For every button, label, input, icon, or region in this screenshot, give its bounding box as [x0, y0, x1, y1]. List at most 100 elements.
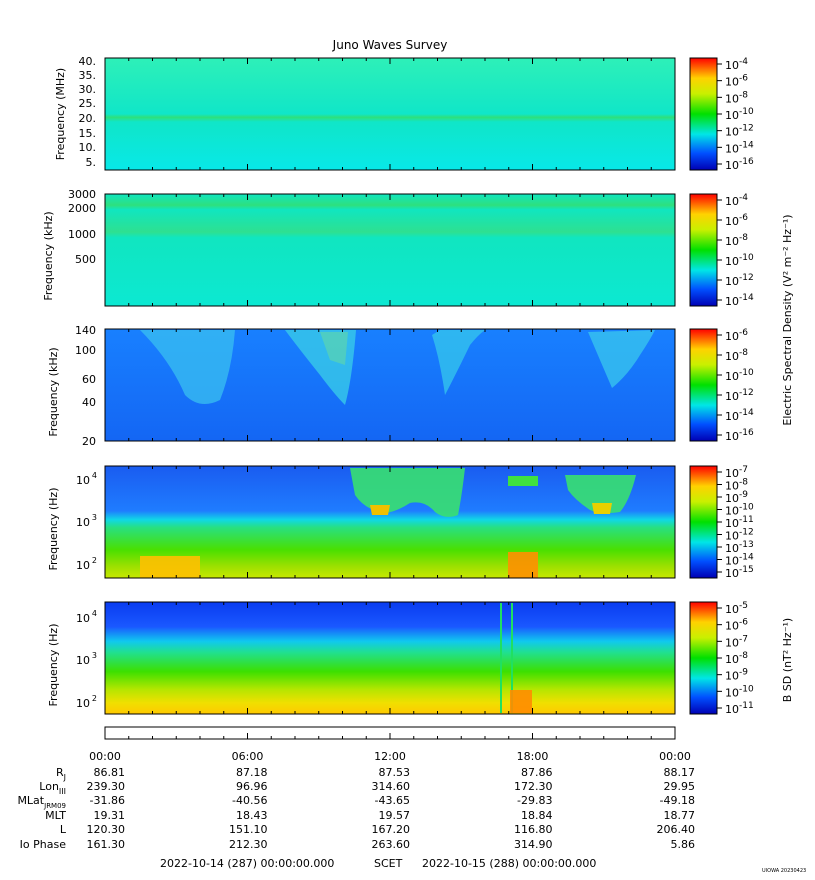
colorbar-tick-exp: -6	[739, 328, 748, 338]
colorbar-tick-exp: -16	[739, 157, 754, 167]
ephemeris-value: 161.30	[87, 838, 126, 851]
ephemeris-label-mlt: MLT	[45, 809, 66, 822]
colorbar-tick-base: 10	[725, 542, 739, 555]
panel-1-colorbar	[689, 57, 718, 171]
colorbar-tick-label: 10-8	[725, 478, 748, 493]
colorbar-tick-exp: -7	[739, 465, 748, 475]
panel-3-ytick: 40	[82, 396, 96, 409]
colorbar-tick-label: 10-8	[725, 651, 748, 666]
panel-4-ylabel: Frequency (Hz)	[47, 488, 60, 571]
panel-4-ytick-labels: 10 4 10 3 10 2	[76, 471, 97, 572]
panel-3-emission-features	[140, 330, 655, 405]
panel-4-ytick-exp: 2	[92, 556, 97, 565]
colorbar-tick-base: 10	[725, 195, 739, 208]
panel-1-ytick: 15.	[79, 127, 97, 140]
colorbar-tick-label: 10-6	[725, 618, 748, 633]
colorbar-tick-exp: -8	[739, 90, 748, 100]
chart-title: Juno Waves Survey	[332, 38, 448, 52]
colorbar-tick-label: 10-9	[725, 490, 748, 505]
colorbar-tick-exp: -6	[739, 74, 748, 84]
colorbar-tick-base: 10	[725, 505, 739, 518]
colorbar-tick-base: 10	[725, 530, 739, 543]
ephemeris-value: 172.30	[514, 780, 553, 793]
colorbar-tick-label: 10-12	[725, 388, 754, 403]
colorbar-tick-exp: -10	[739, 503, 754, 513]
panel-3-spectrogram: 140 100 60 40 20 Frequency (kHz)	[47, 324, 718, 448]
colorbar-tick-base: 10	[725, 492, 739, 505]
panel-5-ytick-exp: 2	[92, 694, 97, 703]
colorbar-tick-base: 10	[725, 480, 739, 493]
colorbar-tick-exp: -15	[739, 565, 754, 575]
panel-2-ytick: 500	[75, 253, 96, 266]
colorbar-tick-label: 10-5	[725, 601, 748, 616]
ephemeris-value: 263.60	[372, 838, 411, 851]
panel-5-ytick-labels: 10 4 10 3 10 2	[76, 609, 97, 710]
colorbar-tick-label: 10-16	[725, 428, 754, 443]
colorbar-tick-label: 10-8	[725, 233, 748, 248]
colorbar-tick-label: 10-14	[725, 408, 754, 423]
colorbar-tick-exp: -12	[739, 388, 754, 398]
panel-3-colorbar	[689, 328, 718, 442]
colorbar-tick-exp: -12	[739, 124, 754, 134]
colorbar-tick-exp: -9	[739, 668, 748, 678]
colorbar-tick-label: 10-12	[725, 528, 754, 543]
colorbar-tick-exp: -7	[739, 634, 748, 644]
panel-4-time-ticks	[104, 466, 676, 578]
panel-2-colorbar	[689, 193, 718, 307]
colorbar-tick-base: 10	[725, 59, 739, 72]
colorbar-tick-exp: -11	[739, 515, 754, 525]
ephemeris-value: 18.43	[236, 809, 268, 822]
colorbar-tick-labels: 10-410-610-810-1010-1210-1410-1610-410-6…	[717, 57, 754, 716]
colorbar-tick-exp: -14	[739, 408, 754, 418]
colorbar-tick-base: 10	[725, 275, 739, 288]
colorbar-tick-base: 10	[725, 467, 739, 480]
colorbar-tick-label: 10-7	[725, 465, 748, 480]
colorbar-tick-label: 10-7	[725, 634, 748, 649]
ephemeris-value: 5.86	[671, 838, 696, 851]
colorbar-tick-base: 10	[725, 235, 739, 248]
panel-1-time-ticks	[104, 58, 676, 170]
ephemeris-value: 86.81	[94, 766, 126, 779]
time-tick-label: 00:00	[89, 750, 121, 763]
panel-3-time-ticks	[104, 329, 676, 441]
colorbar-tick-base: 10	[725, 555, 739, 568]
colorbar-tick-base: 10	[725, 215, 739, 228]
colorbar-tick-exp: -12	[739, 273, 754, 283]
ephemeris-value: -43.65	[375, 794, 410, 807]
colorbar-tick-label: 10-4	[725, 193, 748, 208]
panel-5-spectrogram: 10 4 10 3 10 2 Frequency (Hz)	[47, 601, 718, 715]
colorbar-tick-exp: -5	[739, 601, 748, 611]
colorbar-tick-base: 10	[725, 159, 739, 172]
colorbar-tick-exp: -11	[739, 701, 754, 711]
colorbar-tick-label: 10-10	[725, 107, 754, 122]
panel-4-spectrogram: 10 4 10 3 10 2 Frequency (Hz)	[47, 465, 718, 579]
panel-5-heatmap	[105, 602, 675, 714]
footer-end-time: 2022-10-15 (288) 00:00:00.000	[422, 857, 596, 870]
colorbar-tick-exp: -6	[739, 618, 748, 628]
panel-2-spectrogram: 3000 2000 1000 500 Frequency (kHz)	[42, 188, 718, 307]
ephemeris-value: 87.86	[521, 766, 553, 779]
colorbar-tick-label: 10-14	[725, 293, 754, 308]
ephemeris-value: -40.56	[232, 794, 267, 807]
panel-2-ytick: 1000	[68, 228, 96, 241]
ephemeris-value: 18.84	[521, 809, 553, 822]
panel-1-spectrogram: 40. 35. 30. 25. 20. 15. 10. 5. Frequency…	[54, 55, 718, 171]
panel-5-ytick-base: 10	[76, 612, 90, 625]
ephemeris-value: 87.18	[236, 766, 268, 779]
colorbar-tick-exp: -8	[739, 233, 748, 243]
colorbar-tick-base: 10	[725, 567, 739, 580]
panel-5-ytick-base: 10	[76, 654, 90, 667]
panel-1-ytick: 40.	[79, 55, 97, 68]
panel-5-ytick-exp: 3	[92, 651, 97, 660]
panel-2-time-ticks	[104, 194, 676, 306]
ephemeris-value: 96.96	[236, 780, 268, 793]
colorbar-tick-base: 10	[725, 330, 739, 343]
colorbar-tick-label: 10-6	[725, 328, 748, 343]
panel-1-ytick: 20.	[79, 112, 97, 125]
panel-5-ytick-base: 10	[76, 697, 90, 710]
colorbar-tick-label: 10-6	[725, 74, 748, 89]
footer-scet: SCET	[374, 857, 403, 870]
colorbar-tick-exp: -6	[739, 213, 748, 223]
